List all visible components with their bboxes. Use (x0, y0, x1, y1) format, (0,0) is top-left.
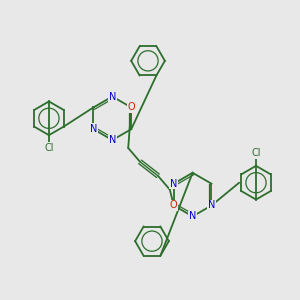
Text: O: O (128, 102, 135, 112)
Text: O: O (170, 200, 178, 211)
Text: N: N (90, 124, 97, 134)
Text: N: N (109, 135, 116, 145)
Text: Cl: Cl (251, 148, 261, 158)
Text: N: N (109, 92, 116, 101)
Text: N: N (170, 179, 177, 189)
Text: N: N (189, 212, 196, 221)
Text: N: N (208, 200, 215, 211)
Text: Cl: Cl (44, 143, 54, 153)
